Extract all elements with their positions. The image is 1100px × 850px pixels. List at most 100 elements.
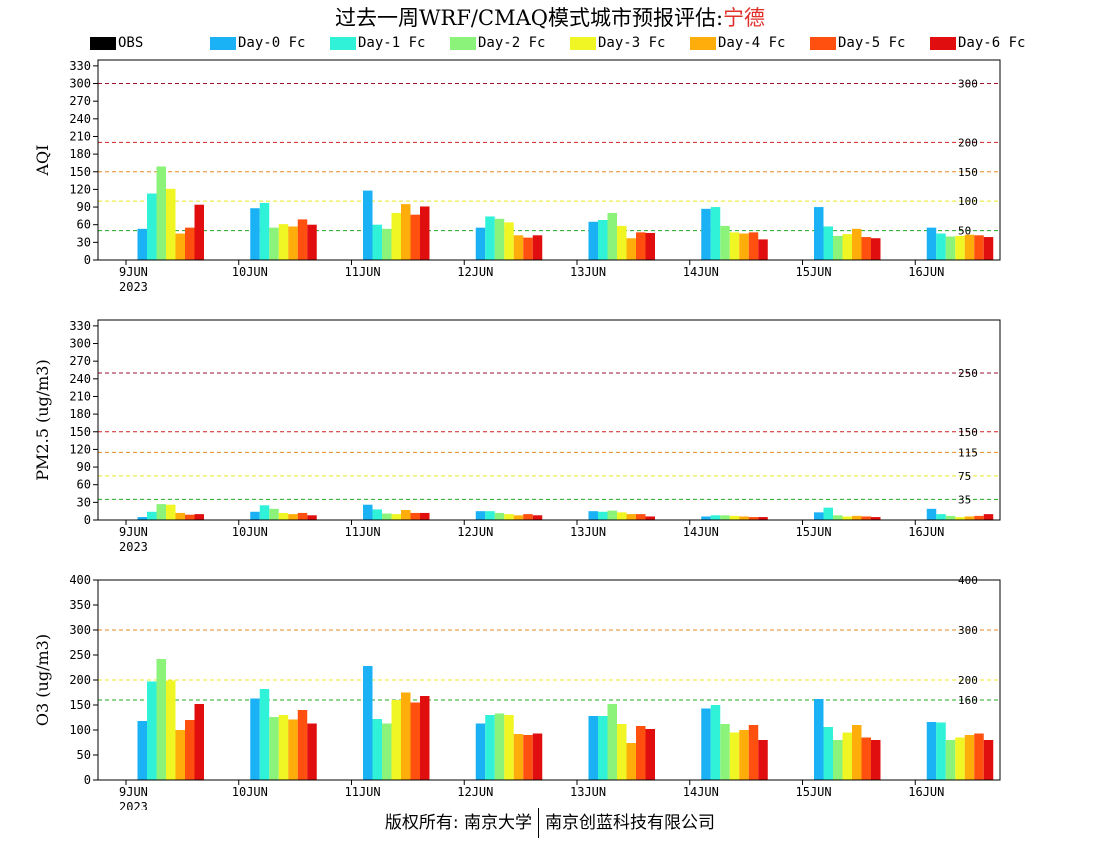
bar: [156, 504, 166, 520]
bar: [720, 225, 730, 260]
bar: [955, 737, 965, 780]
y-tick-label: 330: [69, 59, 91, 73]
page-title: 过去一周WRF/CMAQ模式城市预报评估:宁德: [0, 2, 1100, 32]
reference-line-label: 150: [958, 166, 978, 179]
bar: [278, 715, 289, 780]
legend-swatch: [690, 36, 716, 50]
bar: [297, 710, 308, 780]
bar: [974, 733, 984, 780]
footer-divider: [538, 808, 540, 838]
bar: [532, 733, 543, 780]
bar: [513, 235, 524, 260]
footer-company: 南京创蓝科技有限公司: [545, 813, 716, 833]
bar: [739, 730, 749, 780]
x-tick-label: 13JUN: [570, 525, 606, 539]
bar: [842, 732, 852, 780]
y-tick-label: 300: [69, 623, 91, 637]
bar: [729, 232, 740, 260]
bar: [710, 705, 721, 780]
x-tick-label: 9JUN: [119, 525, 148, 539]
legend-swatch: [450, 36, 476, 50]
x-tick-label: 16JUN: [908, 525, 944, 539]
x-tick-label: 10JUN: [232, 525, 268, 539]
bar: [166, 680, 176, 780]
bar: [626, 743, 636, 780]
bar: [926, 508, 937, 520]
bar: [363, 666, 373, 780]
bar: [729, 732, 740, 780]
bar: [420, 696, 430, 780]
x-tick-sublabel: 2023: [119, 800, 148, 810]
y-tick-label: 100: [69, 723, 91, 737]
bar: [945, 740, 956, 780]
y-tick-label: 50: [77, 748, 91, 762]
legend-item-day2: Day-2 Fc: [450, 35, 545, 51]
y-tick-label: 300: [69, 77, 91, 91]
reference-line-label: 150: [958, 426, 978, 439]
y-axis-label: PM2.5 (ug/m3): [33, 359, 52, 480]
bar: [475, 511, 486, 520]
bar: [833, 515, 843, 520]
bar: [494, 713, 505, 780]
bar: [739, 233, 749, 260]
bar: [617, 512, 627, 520]
y-tick-label: 250: [69, 648, 91, 662]
bar: [974, 515, 984, 520]
bar: [814, 207, 824, 260]
bar: [410, 512, 420, 520]
plot-frame: [97, 319, 1001, 521]
bar: [636, 232, 646, 260]
legend-label: Day-4 Fc: [718, 35, 786, 51]
bar: [720, 724, 730, 780]
y-tick-label: 150: [69, 165, 91, 179]
x-tick-label: 13JUN: [570, 785, 606, 799]
bar: [156, 659, 166, 780]
bar: [504, 514, 514, 520]
y-tick-label: 90: [77, 460, 91, 474]
bar: [617, 724, 627, 780]
reference-line-label: 50: [958, 225, 971, 238]
x-tick-label: 12JUN: [457, 265, 493, 279]
legend-label: OBS: [118, 35, 144, 51]
bar: [748, 725, 759, 780]
bar: [250, 511, 260, 520]
x-tick-label: 9JUN: [119, 785, 148, 799]
bar: [626, 514, 636, 520]
x-tick-label: 11JUN: [345, 785, 381, 799]
title-city: 宁德: [723, 6, 766, 30]
bar: [307, 723, 317, 780]
bar: [758, 517, 768, 520]
bar: [259, 689, 270, 780]
title-prefix: 过去一周WRF/CMAQ模式城市预报评估:: [334, 6, 724, 30]
bar: [871, 740, 881, 780]
bar: [269, 227, 279, 260]
reference-line-label: 160: [958, 694, 978, 707]
bar: [823, 226, 833, 260]
bar: [607, 704, 617, 780]
bar: [504, 715, 514, 780]
bar: [485, 511, 495, 520]
bar: [588, 221, 598, 260]
bar: [391, 514, 401, 520]
reference-line-label: 200: [958, 136, 978, 149]
bar: [974, 235, 984, 260]
x-tick-label: 16JUN: [908, 265, 944, 279]
bar: [926, 227, 937, 260]
bar: [401, 204, 411, 260]
legend-item-day1: Day-1 Fc: [330, 35, 425, 51]
bar: [278, 224, 289, 260]
legend-label: Day-3 Fc: [598, 35, 666, 51]
reference-line-label: 300: [958, 78, 978, 91]
bar: [137, 228, 147, 260]
y-tick-label: 210: [69, 129, 91, 143]
y-tick-label: 90: [77, 200, 91, 214]
y-tick-label: 240: [69, 372, 91, 386]
y-tick-label: 120: [69, 182, 91, 196]
bar: [185, 514, 195, 520]
bar: [494, 218, 505, 260]
bar: [250, 698, 260, 780]
reference-line-label: 115: [958, 446, 978, 459]
bar: [269, 508, 279, 520]
bar: [861, 737, 871, 780]
legend-item-obs: OBS: [90, 35, 143, 51]
